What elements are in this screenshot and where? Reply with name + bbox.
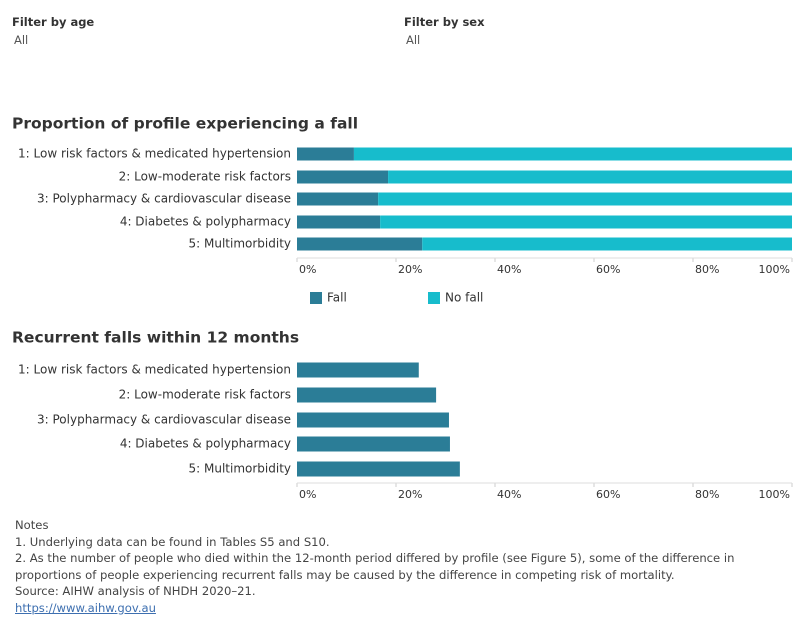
bar	[297, 461, 460, 477]
bar-segment	[297, 147, 354, 161]
legend-label: No fall	[445, 291, 483, 305]
notes-heading: Notes	[15, 518, 49, 532]
bar-segment	[297, 237, 423, 251]
bar-segment	[380, 215, 792, 229]
x-tick-label: 100%	[759, 263, 790, 276]
age-filter[interactable]: Filter by age All	[12, 15, 94, 47]
x-tick-label: 40%	[497, 488, 521, 501]
bar	[297, 387, 437, 403]
y-tick-label: 5: Multimorbidity	[189, 462, 292, 476]
bar-segment	[378, 192, 792, 206]
note-line: Source: AIHW analysis of NHDH 2020–21.	[15, 584, 256, 599]
bar-segment	[353, 147, 792, 161]
bar-segment	[422, 237, 792, 251]
x-tick-label: 80%	[695, 263, 719, 276]
x-tick-label: 80%	[695, 488, 719, 501]
chart-title: Proportion of profile experiencing a fal…	[12, 115, 358, 133]
bar-segment	[297, 215, 381, 229]
bar-segment	[388, 170, 792, 184]
bar-segment	[297, 170, 389, 184]
chart-title: Recurrent falls within 12 months	[12, 329, 299, 347]
y-tick-label: 3: Polypharmacy & cardiovascular disease	[37, 192, 291, 206]
y-tick-label: 5: Multimorbidity	[189, 237, 292, 251]
notes: Notes 1. Underlying data can be found in…	[15, 517, 790, 617]
bar	[297, 412, 449, 428]
note-line: 1. Underlying data can be found in Table…	[15, 534, 330, 549]
legend-label: Fall	[327, 291, 347, 305]
filter-value[interactable]: All	[14, 33, 29, 47]
y-tick-label: 2: Low-moderate risk factors	[119, 170, 291, 184]
x-tick-label: 60%	[596, 263, 620, 276]
y-tick-label: 1: Low risk factors & medicated hyperten…	[18, 363, 291, 377]
x-tick-label: 20%	[398, 263, 422, 276]
legend-swatch	[428, 292, 440, 304]
filter-value[interactable]: All	[406, 33, 421, 47]
filter-label: Filter by age	[12, 15, 95, 29]
note-line: 2. As the number of people who died with…	[15, 551, 735, 582]
x-tick-label: 100%	[759, 488, 790, 501]
bar	[297, 436, 450, 452]
x-tick-label: 60%	[596, 488, 620, 501]
y-tick-label: 1: Low risk factors & medicated hyperten…	[18, 147, 291, 161]
x-tick-label: 20%	[398, 488, 422, 501]
y-tick-label: 4: Diabetes & polypharmacy	[120, 437, 291, 451]
filter-label: Filter by sex	[404, 15, 485, 29]
y-tick-label: 2: Low-moderate risk factors	[119, 388, 291, 402]
sex-filter[interactable]: Filter by sex All	[404, 15, 485, 47]
x-tick-label: 0%	[299, 263, 316, 276]
legend-swatch	[310, 292, 322, 304]
bar-segment	[297, 192, 379, 206]
x-tick-label: 40%	[497, 263, 521, 276]
source-link[interactable]: https://www.aihw.gov.au	[15, 600, 156, 615]
y-tick-label: 3: Polypharmacy & cardiovascular disease	[37, 413, 291, 427]
x-tick-label: 0%	[299, 488, 316, 501]
bar	[297, 362, 419, 378]
y-tick-label: 4: Diabetes & polypharmacy	[120, 215, 291, 229]
